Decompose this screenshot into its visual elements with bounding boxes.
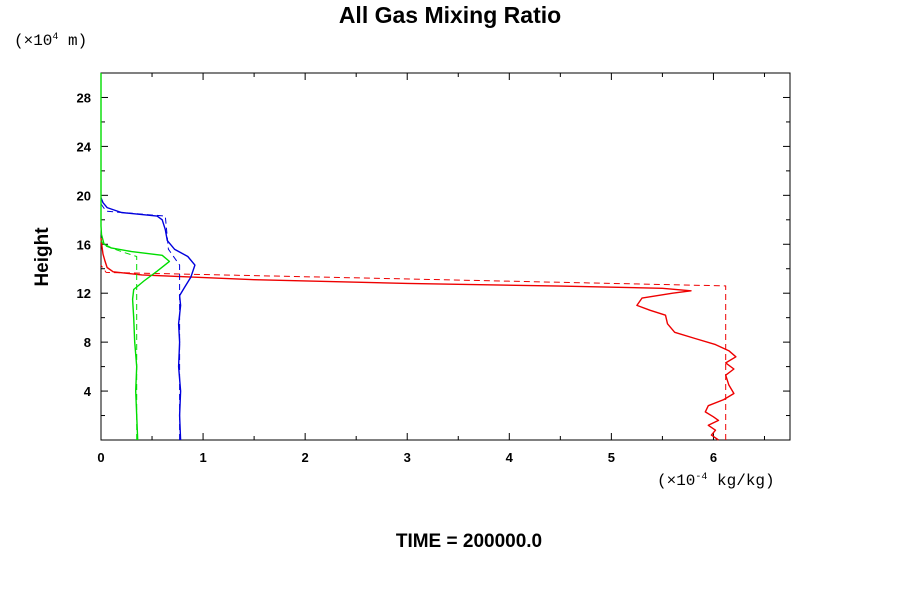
y-tick-label: 28 [77, 90, 91, 105]
series-line-3 [100, 203, 181, 440]
x-tick-label: 4 [506, 450, 514, 465]
y-axis-ticks: 4 8 12 16 20 24 28 [77, 90, 92, 399]
x-tick-label: 5 [608, 450, 615, 465]
x-tick-label: 3 [404, 450, 411, 465]
minor-ticks [101, 73, 790, 440]
series-line-4 [100, 73, 171, 441]
y-tick-label: 8 [84, 335, 91, 350]
plot-frame [100, 72, 791, 441]
x-axis-ticks: 0 1 2 3 4 5 6 [97, 450, 717, 465]
series-line-1 [100, 264, 727, 440]
y-tick-label: 20 [77, 188, 91, 203]
x-tick-label: 2 [302, 450, 309, 465]
y-tick-label: 12 [77, 286, 91, 301]
time-label: TIME = 200000.0 [395, 531, 543, 552]
chart-title: All Gas Mixing Ratio [338, 2, 562, 28]
x-tick-label: 0 [97, 450, 104, 465]
x-tick-label: 6 [710, 450, 717, 465]
series-line-0 [100, 238, 737, 441]
y-axis-units: (×104 m) [14, 32, 88, 50]
y-tick-label: 4 [84, 384, 92, 399]
y-tick-label: 24 [77, 139, 92, 154]
series-line-2 [100, 197, 196, 441]
x-axis-units: (×10-4 kg/kg) [657, 472, 775, 490]
y-tick-label: 16 [77, 237, 91, 252]
x-tick-label: 1 [199, 450, 206, 465]
series-line-5 [100, 240, 138, 440]
series-layer [100, 73, 737, 441]
